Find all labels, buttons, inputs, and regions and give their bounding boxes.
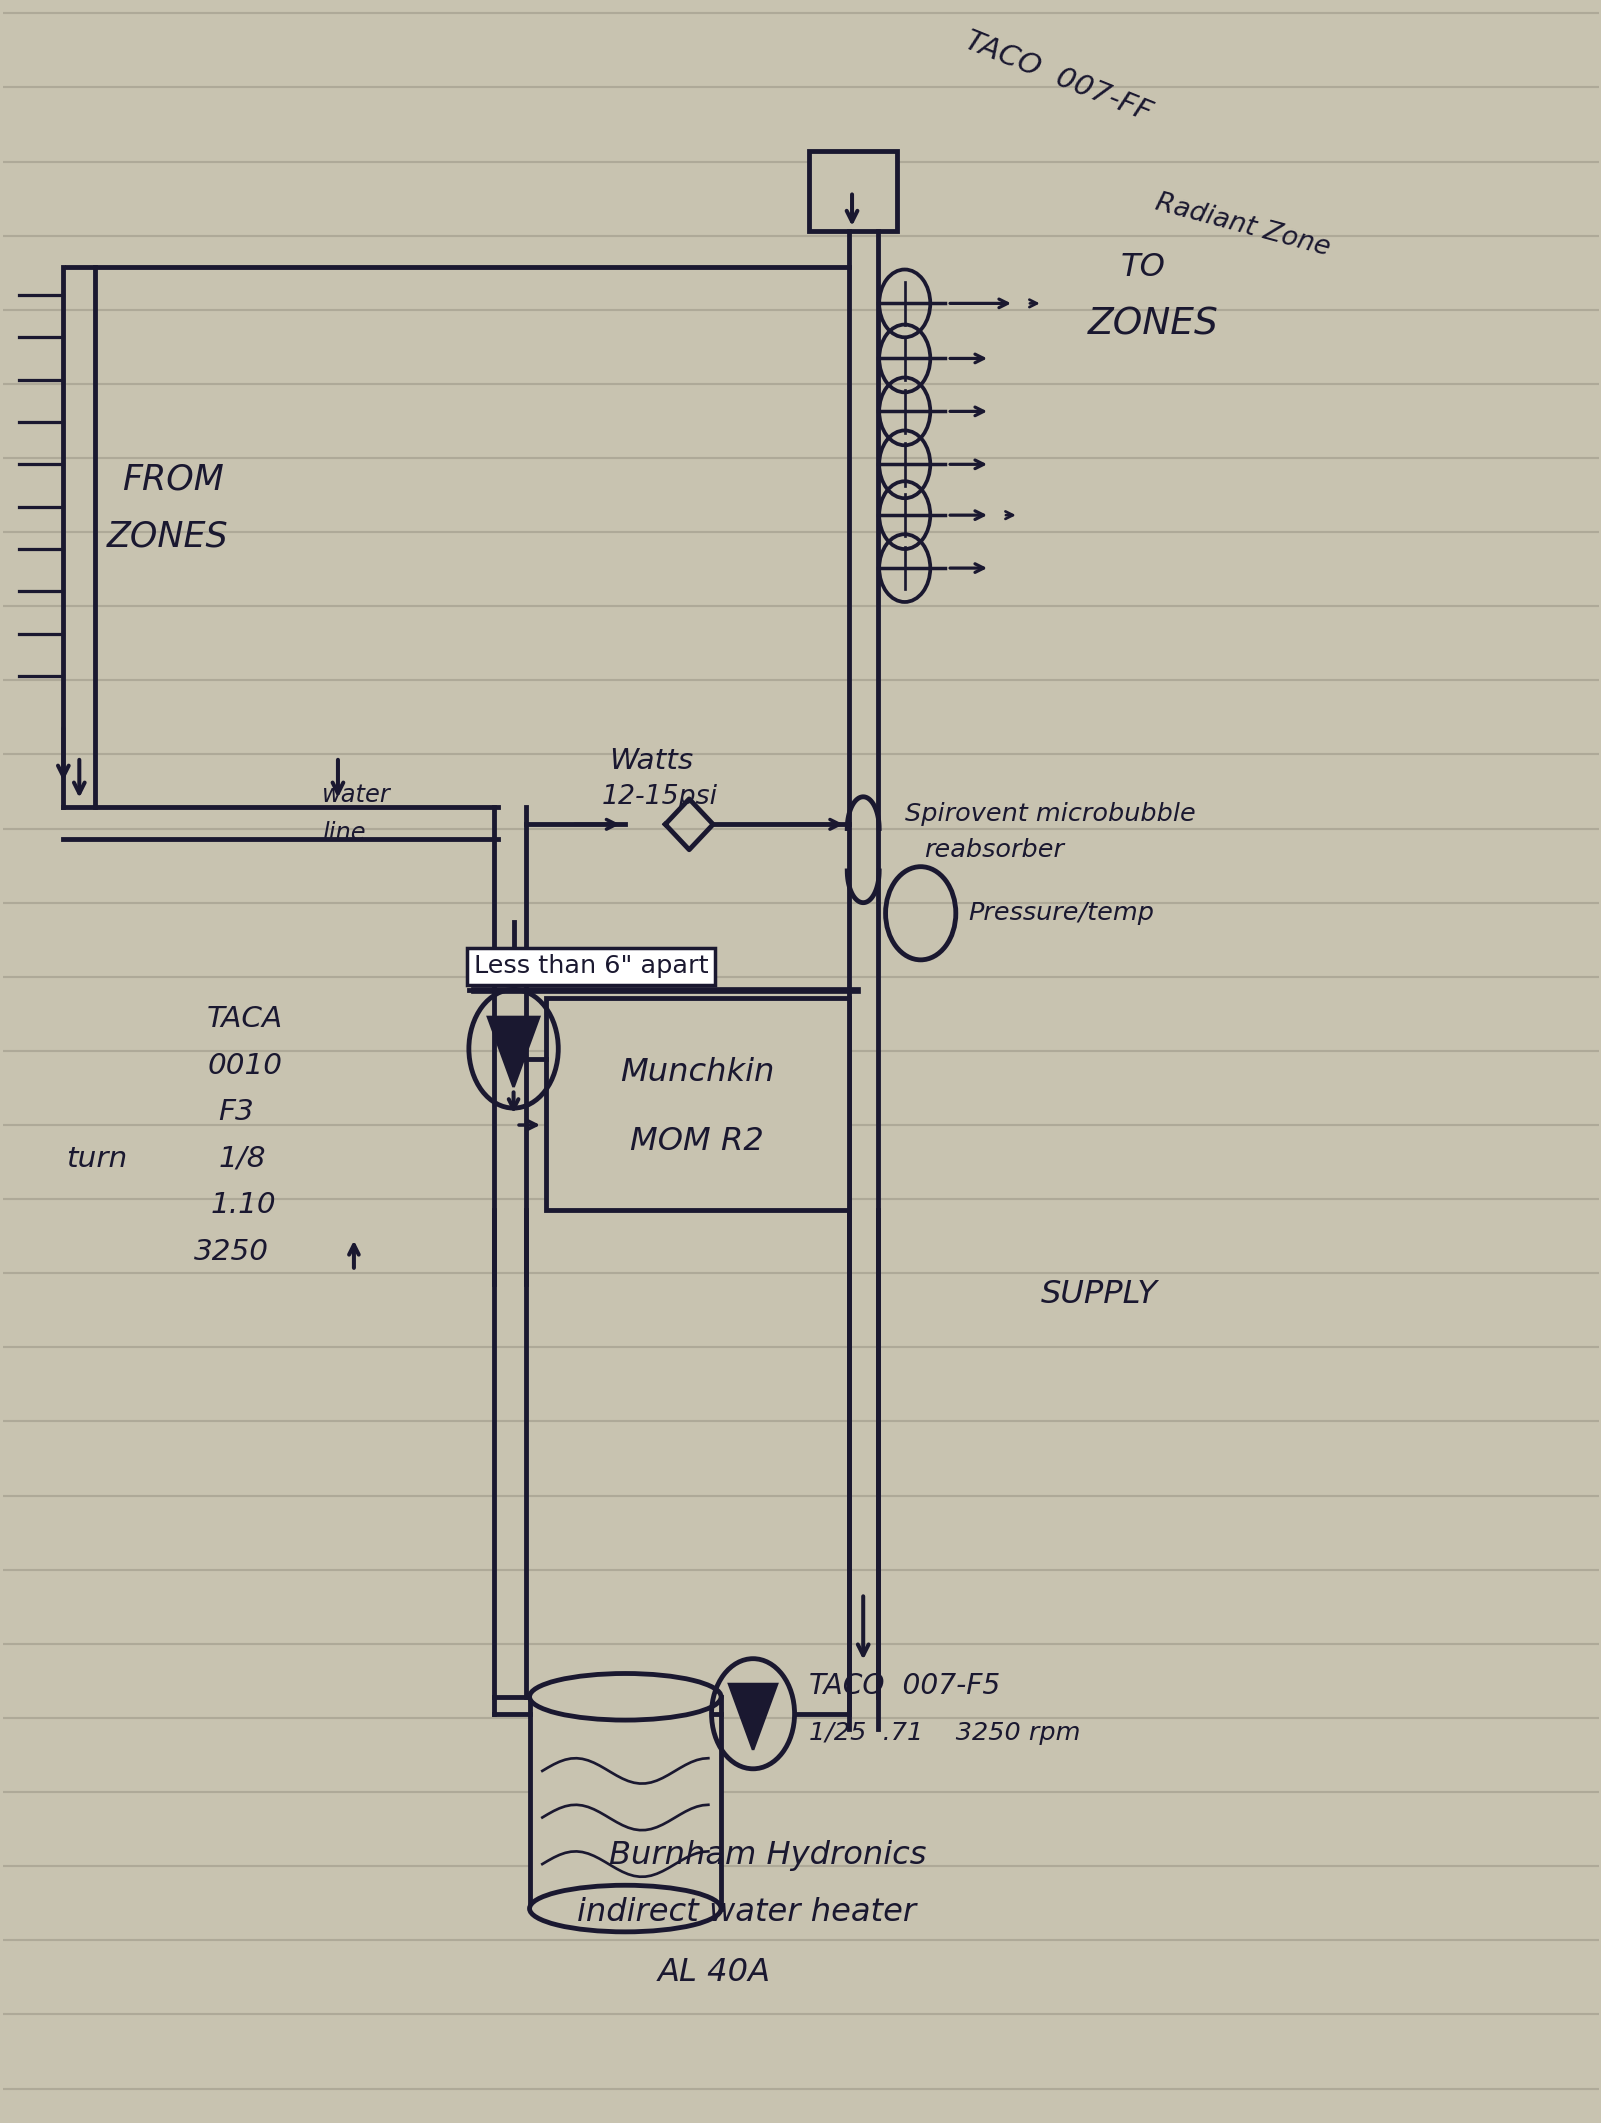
Text: 12-15psi: 12-15psi [600, 783, 717, 809]
Text: SUPPLY: SUPPLY [1039, 1278, 1158, 1310]
Text: 0010: 0010 [207, 1051, 282, 1081]
Text: FROM: FROM [122, 463, 224, 497]
FancyBboxPatch shape [546, 998, 849, 1210]
Text: TO: TO [1119, 253, 1164, 282]
Text: water: water [322, 783, 391, 807]
Text: Spirovent microbubble: Spirovent microbubble [905, 802, 1194, 826]
Bar [530, 1696, 720, 1909]
Text: Radiant Zone: Radiant Zone [1151, 189, 1332, 261]
Text: Pressure/temp: Pressure/temp [969, 902, 1154, 926]
Text: Less than 6" apart: Less than 6" apart [474, 953, 708, 979]
Text: 1/8: 1/8 [218, 1144, 266, 1172]
Text: 1/25  .71    3250 rpm: 1/25 .71 3250 rpm [809, 1722, 1079, 1745]
Text: Burnham Hydronics: Burnham Hydronics [608, 1841, 927, 1870]
Ellipse shape [530, 1885, 720, 1932]
Text: Watts: Watts [608, 747, 693, 775]
Text: 3250: 3250 [194, 1238, 269, 1265]
Text: ZONES: ZONES [106, 520, 227, 554]
Ellipse shape [530, 1673, 720, 1720]
Text: F3: F3 [218, 1098, 255, 1127]
Polygon shape [728, 1684, 776, 1749]
Text: turn: turn [67, 1144, 128, 1172]
Text: AL 40A: AL 40A [656, 1957, 770, 1987]
Text: reabsorber: reabsorber [924, 839, 1063, 862]
Text: indirect water heater: indirect water heater [576, 1898, 916, 1928]
Text: 1.10: 1.10 [210, 1191, 275, 1219]
FancyBboxPatch shape [809, 151, 897, 231]
Text: Munchkin: Munchkin [620, 1057, 773, 1087]
Text: TACA: TACA [207, 1004, 283, 1034]
Text: TACO  007-FF: TACO 007-FF [961, 28, 1154, 127]
Text: line: line [322, 822, 365, 845]
Text: TACO  007-F5: TACO 007-F5 [809, 1673, 999, 1701]
Polygon shape [488, 1017, 540, 1087]
Text: MOM R2: MOM R2 [629, 1127, 764, 1157]
Text: ZONES: ZONES [1087, 306, 1218, 342]
